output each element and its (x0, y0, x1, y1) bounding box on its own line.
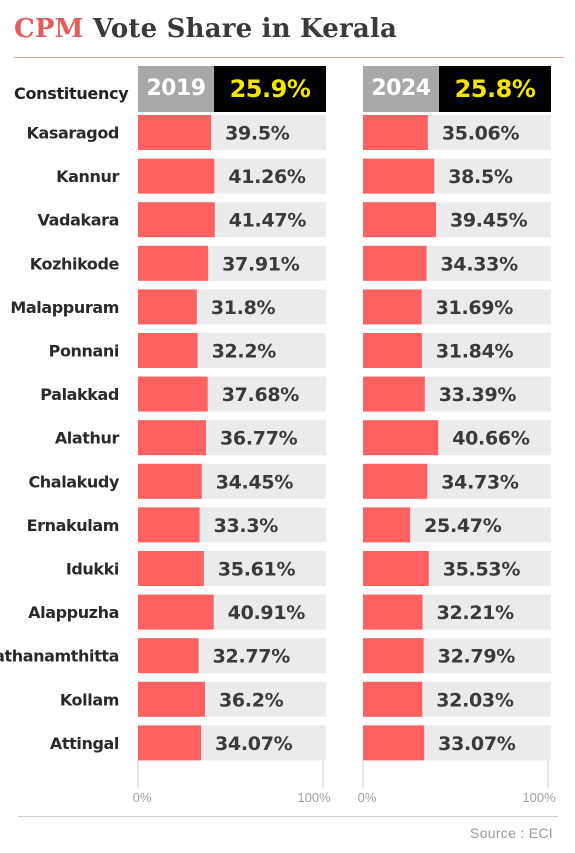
data-label: 35.06% (442, 123, 520, 145)
total-share-2019: 25.9% (214, 66, 326, 112)
data-label: 40.91% (228, 602, 306, 624)
data-label: 34.33% (441, 253, 519, 275)
bar-2019 (138, 158, 215, 194)
data-label: 25.47% (424, 515, 502, 537)
category-label: Chalakudy (28, 472, 119, 491)
title-divider (14, 57, 564, 58)
bar-2019 (138, 725, 202, 761)
category-label: Ernakulam (27, 516, 119, 535)
data-label: 32.03% (436, 689, 514, 711)
bar-2024 (363, 115, 428, 150)
total-share-2024: 25.8% (439, 66, 551, 112)
data-label: 39.5% (225, 123, 290, 145)
bar-2024 (363, 376, 425, 412)
category-label: Vadakara (38, 211, 119, 230)
bar-2019 (138, 551, 204, 586)
bar-2019 (138, 333, 198, 368)
category-label: Alathur (55, 429, 120, 448)
bar-2024 (363, 725, 425, 761)
bar-2024 (363, 551, 429, 586)
bar-2024 (363, 463, 428, 499)
data-label: 38.5% (448, 166, 513, 188)
bar-2019 (138, 245, 209, 281)
data-label: 33.3% (214, 515, 279, 537)
data-label: 40.66% (452, 428, 530, 450)
data-label: 34.07% (215, 733, 293, 755)
bar-2019 (138, 289, 197, 325)
title-accent: CPM (14, 14, 84, 44)
data-label: 37.68% (222, 384, 300, 406)
bar-2019 (138, 463, 202, 499)
data-label: 35.61% (218, 559, 296, 581)
bar-2019 (138, 202, 215, 238)
data-label: 35.53% (443, 559, 521, 581)
data-label: 33.07% (438, 733, 516, 755)
category-label: Malappuram (10, 298, 119, 317)
bar-2019 (138, 376, 208, 412)
category-label: Palakkad (40, 385, 119, 404)
data-label: 32.2% (212, 341, 277, 363)
title-rest: Vote Share in Kerala (83, 14, 398, 44)
bar-2024 (363, 158, 435, 194)
bar-2019 (138, 420, 207, 456)
category-label: Kozhikode (30, 254, 120, 273)
bar-2024 (363, 638, 424, 674)
category-label: Kasaragod (26, 124, 119, 143)
bar-2024 (363, 202, 436, 238)
category-label: Ponnani (49, 342, 119, 361)
tick-label: 0% (133, 790, 152, 805)
data-label: 37.91% (222, 253, 300, 275)
data-label: 36.77% (220, 428, 298, 450)
bar-2019 (138, 507, 200, 543)
bar-2019 (138, 115, 212, 150)
year-label-2019: 2019 (138, 66, 214, 112)
data-label: 31.8% (211, 297, 276, 319)
bar-2024 (363, 333, 422, 368)
footer-divider (18, 816, 558, 817)
constituency-column-header: Constituency (14, 84, 129, 103)
data-label: 32.79% (438, 646, 516, 668)
data-label: 41.47% (229, 210, 307, 232)
data-label: 39.45% (450, 210, 528, 232)
category-label: Idukki (66, 560, 119, 579)
tick-label: 100% (297, 790, 331, 805)
category-label: Kollam (60, 690, 119, 709)
source-note: Source : ECI (470, 825, 553, 841)
bar-2024 (363, 507, 411, 543)
tick-label: 100% (522, 790, 556, 805)
data-label: 32.21% (437, 602, 515, 624)
data-label: 32.77% (213, 646, 291, 668)
bar-2019 (138, 594, 214, 630)
bar-2024 (363, 594, 423, 630)
category-label: Kannur (56, 167, 119, 186)
bar-2024 (363, 420, 439, 456)
data-label: 34.45% (216, 471, 294, 493)
chart-title: CPM Vote Share in Kerala (14, 14, 397, 44)
year-label-2024: 2024 (363, 66, 439, 112)
data-label: 31.84% (436, 341, 514, 363)
category-label: Attingal (50, 734, 119, 753)
category-label: Alappuzha (28, 603, 119, 622)
bar-2024 (363, 681, 423, 717)
bar-2024 (363, 289, 422, 325)
data-label: 31.69% (436, 297, 514, 319)
bar-2019 (138, 681, 205, 717)
bar-2024 (363, 245, 427, 281)
bar-2019 (138, 638, 199, 674)
data-label: 33.39% (439, 384, 517, 406)
data-label: 34.73% (441, 471, 519, 493)
tick-label: 0% (358, 790, 377, 805)
category-label: Pathanamthitta (0, 647, 119, 666)
data-label: 36.2% (219, 689, 284, 711)
data-label: 41.26% (228, 166, 306, 188)
